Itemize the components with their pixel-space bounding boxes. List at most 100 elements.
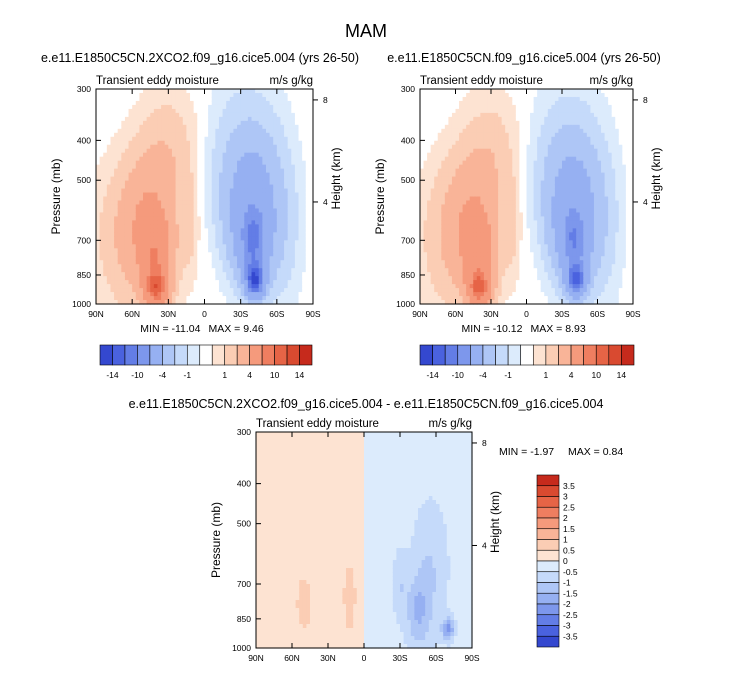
field-cell [448,244,453,249]
field-cell [294,192,300,198]
field-cell [276,164,282,170]
field-cell [519,104,524,110]
field-cell [161,264,166,269]
field-cell [522,128,528,134]
field-cell [437,180,442,186]
field-cell [175,244,180,249]
field-cell [455,136,460,142]
field-cell [451,120,457,126]
field-cell [204,180,209,186]
field-cell [247,292,253,297]
field-cell [287,264,292,269]
field-cell [244,128,249,134]
field-cell [302,252,307,257]
field-cell [291,200,296,206]
field-cell [168,272,173,277]
field-cell [298,212,303,218]
field-cell [215,132,220,138]
field-cell [530,196,535,202]
field-cell [476,112,481,118]
field-cell [494,200,499,206]
field-cell [226,268,231,273]
field-cell [143,300,148,305]
field-cell [139,92,144,98]
field-cell [182,132,188,138]
field-cell [132,180,137,186]
field-cell [128,264,133,269]
field-cell [437,152,442,158]
field-cell [448,184,453,190]
field-cell [491,188,496,194]
field-cell [455,168,460,174]
field-cell [237,160,242,166]
field-cell [462,248,467,253]
field-cell [494,216,499,221]
field-cell [110,136,115,142]
field-cell [512,136,517,142]
field-cell [182,240,188,245]
field-cell [480,272,485,277]
field-cell [255,104,260,110]
field-cell [501,172,506,178]
field-cell [226,104,231,110]
field-cell [193,140,198,146]
field-cell [175,124,180,130]
field-cell [491,260,496,265]
field-cell [255,128,260,134]
field-cell [96,192,101,198]
field-cell [96,136,101,142]
field-cell [284,288,289,293]
field-cell [124,288,130,293]
field-cell [218,248,224,253]
field-cell [110,300,115,305]
field-cell [121,164,126,170]
field-cell [476,220,481,225]
field-cell [153,292,159,297]
field-cell [487,89,492,94]
field-cell [491,184,496,190]
field-cell [193,188,198,194]
field-cell [519,184,524,190]
field-cell [258,160,263,166]
field-cell [444,264,449,269]
field-cell [96,152,101,158]
field-cell [501,128,506,134]
field-cell [182,244,188,249]
field-cell [305,272,310,277]
field-cell [466,124,471,130]
field-cell [237,288,242,293]
field-cell [473,252,478,257]
field-cell [494,92,499,98]
field-cell [526,208,531,214]
field-cell [175,220,180,225]
field-cell [448,260,453,265]
field-cell [244,300,249,305]
field-cell [121,280,126,285]
field-cell [420,152,425,158]
field-cell [157,256,162,261]
field-cell [150,260,155,265]
field-cell [441,280,446,285]
field-cell [530,176,535,182]
field-cell [106,208,112,214]
field-cell [110,160,115,166]
field-cell [437,144,442,150]
field-cell [526,112,531,118]
field-cell [103,232,108,237]
field-cell [251,96,256,102]
field-cell [305,296,310,301]
field-cell [208,148,213,154]
field-cell [487,132,492,138]
field-cell [305,228,310,233]
field-cell [441,200,446,206]
field-cell [494,89,499,94]
field-cell [106,184,112,190]
field-cell [143,148,148,154]
field-cell [284,136,289,142]
field-cell [423,144,428,150]
field-cell [168,224,173,229]
field-cell [146,132,151,138]
field-cell [161,100,166,106]
field-cell [491,160,496,166]
